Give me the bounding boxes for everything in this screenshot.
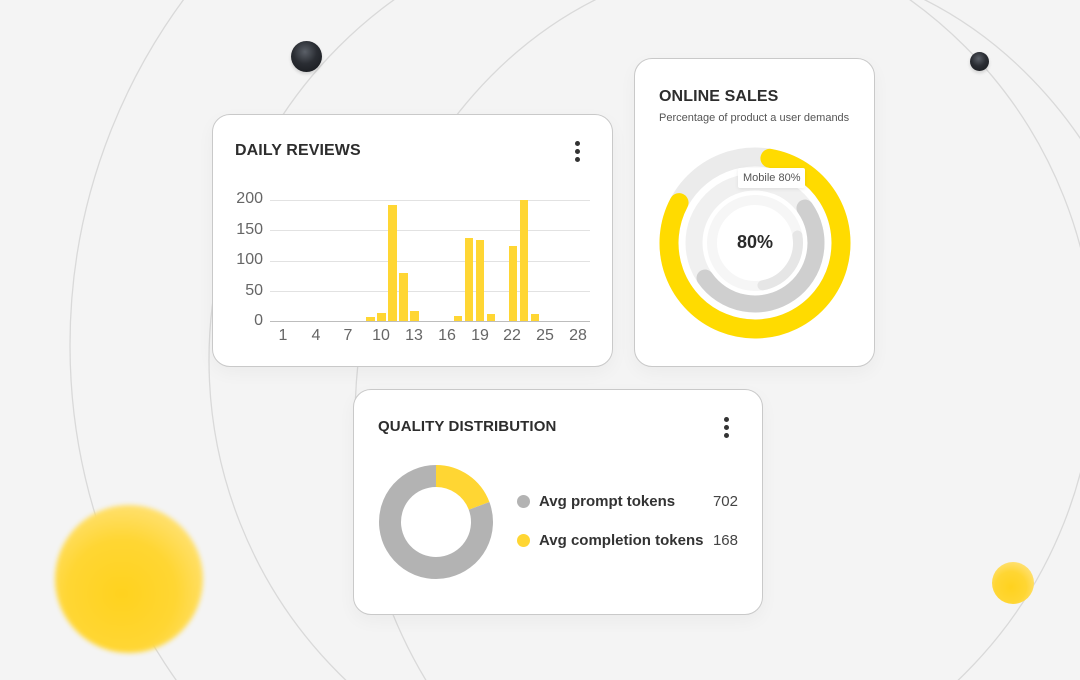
donut-chart — [379, 465, 493, 579]
y-tick-label: 200 — [236, 190, 263, 207]
x-tick-label: 13 — [405, 327, 423, 344]
gridline — [270, 200, 590, 201]
x-axis-line — [270, 321, 590, 322]
yellow-sphere-small — [992, 562, 1034, 604]
daily-reviews-card: DAILY REVIEWS 200 150 100 50 0 1 4 7 10 … — [212, 114, 613, 367]
x-tick-label: 10 — [372, 327, 390, 344]
y-tick-label: 50 — [245, 282, 263, 299]
x-tick-label: 28 — [569, 327, 587, 344]
bar-day-23[interactable] — [519, 200, 529, 321]
quality-distribution-title: QUALITY DISTRIBUTION — [378, 418, 557, 435]
dark-sphere-top-left — [291, 41, 322, 72]
bar-day-13[interactable] — [410, 311, 419, 321]
ring-mobile-arc[interactable] — [659, 148, 851, 339]
y-tick-label: 150 — [236, 221, 263, 238]
gridline — [270, 291, 590, 292]
x-tick-label: 19 — [471, 327, 489, 344]
ring-2-arc[interactable] — [696, 199, 825, 313]
bar-day-24[interactable] — [530, 314, 540, 321]
legend-dot-completion — [517, 534, 530, 547]
daily-reviews-title: DAILY REVIEWS — [235, 142, 361, 159]
bar-day-9[interactable] — [366, 317, 375, 321]
center-percentage: 80% — [736, 232, 774, 252]
bar-day-12[interactable] — [399, 272, 408, 321]
bar-day-19[interactable] — [475, 239, 485, 321]
donut-segment-completion[interactable] — [435, 465, 490, 511]
legend-value-prompt: 702 — [712, 493, 738, 510]
y-tick-label: 100 — [236, 251, 263, 268]
bar-day-22[interactable] — [508, 245, 518, 321]
online-sales-card: ONLINE SALES Percentage of product a use… — [634, 58, 875, 367]
bar-day-17[interactable] — [453, 315, 463, 321]
legend-value-completion: 168 — [712, 532, 738, 549]
bar-day-18[interactable] — [464, 238, 474, 321]
donut-segment-prompt[interactable] — [379, 465, 493, 579]
quality-distribution-card: QUALITY DISTRIBUTION Avg prompt tokens 7… — [353, 389, 763, 615]
online-sales-subtitle: Percentage of product a user demands — [659, 112, 850, 124]
dark-sphere-top-right — [970, 52, 989, 71]
x-tick-label: 25 — [536, 327, 554, 344]
x-tick-label: 22 — [503, 327, 521, 344]
legend-label-completion: Avg completion tokens — [539, 532, 704, 549]
ring-3-arc[interactable] — [757, 230, 803, 291]
bar-day-11[interactable] — [388, 204, 397, 321]
gridline — [270, 261, 590, 262]
y-tick-label: 0 — [254, 312, 263, 329]
legend-dot-prompt — [517, 495, 530, 508]
bar-day-10[interactable] — [377, 313, 386, 321]
chart-tooltip: Mobile 80% — [738, 168, 806, 188]
orbit-outer — [69, 0, 185, 680]
gridline — [270, 230, 590, 231]
x-tick-label: 1 — [278, 327, 288, 344]
yellow-sphere-large — [55, 505, 203, 653]
x-tick-label: 7 — [343, 327, 353, 344]
legend-label-prompt: Avg prompt tokens — [539, 493, 676, 510]
bar-day-20[interactable] — [486, 314, 496, 321]
online-sales-title: ONLINE SALES — [659, 88, 779, 105]
kebab-menu-icon[interactable] — [570, 139, 584, 165]
orbit-middle — [208, 0, 1080, 680]
radial-progress-chart — [659, 147, 851, 339]
x-tick-label: 16 — [438, 327, 456, 344]
x-tick-label: 4 — [311, 327, 321, 344]
kebab-menu-icon[interactable] — [719, 415, 733, 441]
